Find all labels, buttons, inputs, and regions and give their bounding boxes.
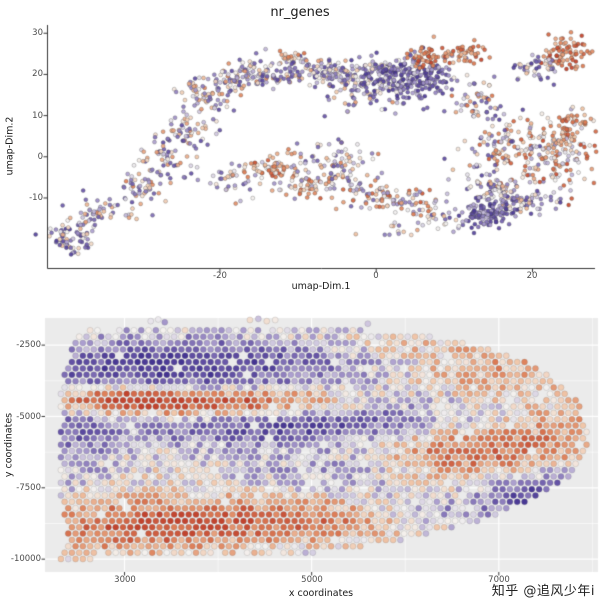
y-tick-label: -7500	[16, 483, 41, 493]
y-tick-label: 30	[32, 28, 43, 38]
y-axis-label: y coordinates	[3, 412, 15, 478]
x-tick-label: 5000	[301, 575, 323, 585]
y-tick-label: -10	[29, 193, 43, 203]
y-tick-label: -10000	[10, 554, 41, 564]
plot-title: nr_genes	[270, 5, 330, 20]
y-tick-label: 0	[37, 152, 43, 162]
y-tick-label: 20	[32, 69, 43, 79]
y-tick-label: -5000	[16, 412, 41, 422]
x-axis-label: umap-Dim.1	[291, 281, 351, 292]
x-tick-label: 7000	[488, 575, 510, 585]
x-tick-label: 0	[373, 271, 379, 281]
watermark: 知乎 @追风少年i	[491, 584, 595, 599]
y-axis-label: umap-Dim.2	[4, 116, 16, 176]
x-axis-label: x coordinates	[288, 588, 354, 599]
y-tick-label: -2500	[16, 340, 41, 350]
y-tick-label: 10	[32, 111, 43, 121]
x-tick-label: -20	[213, 271, 227, 281]
umap-plot-canvas	[0, 0, 600, 300]
spatial-plot-canvas	[0, 300, 600, 600]
x-tick-label: 3000	[114, 575, 136, 585]
x-tick-label: 20	[526, 271, 538, 281]
